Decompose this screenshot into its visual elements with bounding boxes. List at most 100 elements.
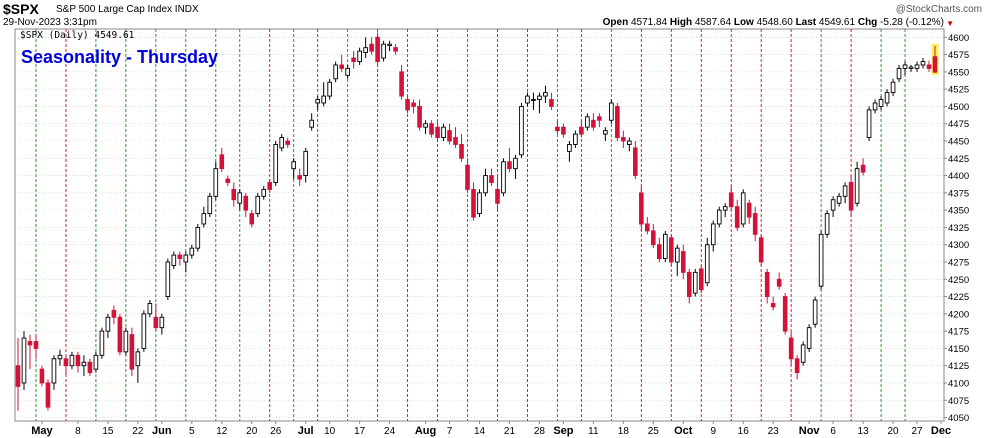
x-tick-label: 24	[384, 426, 396, 437]
candle-up	[201, 213, 207, 225]
candle-up	[105, 316, 111, 332]
x-tick-label: Aug	[415, 425, 436, 437]
x-tick-label: 15	[102, 426, 114, 437]
candle-down	[411, 102, 416, 107]
y-tick-label: 4450	[948, 137, 969, 148]
candle-down	[249, 213, 255, 225]
x-tick-label: 22	[132, 426, 144, 437]
x-tick-label: 9	[710, 426, 716, 437]
y-tick-label: 4575	[948, 50, 969, 61]
candle-down	[339, 64, 344, 69]
candle-down	[633, 147, 638, 177]
candle-up	[477, 192, 482, 215]
candle-up	[69, 354, 75, 367]
candle-up	[315, 99, 320, 104]
y-tick-label: 4125	[948, 361, 969, 372]
candle-down	[686, 271, 692, 298]
x-tick-label: 13	[858, 426, 870, 437]
candle-up	[567, 144, 572, 152]
candle-up	[884, 92, 890, 104]
high-label: High	[669, 17, 693, 28]
candle-down	[728, 192, 734, 208]
candle-up	[603, 130, 608, 135]
candle-up	[806, 327, 812, 349]
candle-up	[585, 116, 590, 128]
candle-up	[381, 43, 386, 59]
candle-up	[21, 337, 27, 384]
x-tick-label: 14	[474, 426, 486, 437]
candle-up	[423, 123, 428, 128]
y-tick-label: 4175	[948, 327, 969, 338]
candle-down	[579, 126, 584, 135]
y-tick-label: 4350	[948, 206, 969, 217]
x-tick-label: Nov	[799, 425, 821, 437]
x-tick-label: Jul	[298, 425, 314, 437]
candle-up	[345, 67, 350, 76]
candle-down	[770, 303, 776, 308]
candle-down	[453, 137, 458, 145]
candle-down	[63, 358, 69, 367]
candle-up	[501, 161, 506, 194]
x-tick-label: 11	[588, 426, 599, 437]
candle-down	[369, 43, 374, 52]
candle-up	[525, 95, 530, 104]
x-tick-label: 20	[246, 426, 258, 437]
candle-up	[812, 299, 818, 325]
candle-down	[507, 161, 512, 170]
candle-up	[273, 144, 279, 183]
candle-down	[117, 316, 123, 353]
y-tick-label: 4050	[948, 413, 969, 424]
candle-up	[171, 254, 177, 266]
candle-up	[573, 133, 578, 145]
open-label: Open	[602, 17, 629, 28]
candle-down	[111, 309, 117, 318]
quote-line: Open 4571.84 High 4587.64 Low 4548.60 La…	[603, 17, 944, 28]
candle-down	[656, 244, 662, 259]
candle-up	[303, 150, 308, 177]
candle-up	[537, 95, 542, 100]
candle-down	[15, 365, 21, 387]
y-tick-label: 4500	[948, 102, 969, 113]
candle-up	[914, 64, 920, 69]
candle-up	[357, 50, 362, 62]
last-label: Last	[795, 17, 817, 28]
y-tick-label: 4375	[948, 188, 969, 199]
candle-up	[327, 81, 332, 97]
y-tick-label: 4475	[948, 119, 969, 130]
candle-down	[615, 105, 620, 138]
candle-up	[716, 209, 722, 225]
candle-up	[147, 303, 153, 315]
candle-up	[165, 261, 171, 298]
x-tick-label: 28	[534, 426, 546, 437]
candle-down	[471, 188, 476, 218]
x-tick-label: 21	[504, 426, 516, 437]
chart-title: Seasonality - Thursday	[21, 47, 218, 67]
brand-watermark: @StockCharts.com	[895, 4, 982, 15]
candle-up	[704, 244, 710, 284]
candle-down	[782, 296, 788, 332]
x-tick-label: 25	[648, 426, 660, 437]
x-tick-label: 7	[447, 426, 453, 437]
candle-down	[417, 105, 422, 128]
candle-down	[932, 56, 938, 73]
x-tick-label: 18	[618, 426, 630, 437]
candle-down	[33, 341, 39, 349]
x-tick-label: Oct	[674, 425, 693, 437]
y-tick-label: 4075	[948, 396, 969, 407]
x-tick-label: 16	[738, 426, 750, 437]
x-tick-label: 8	[75, 426, 81, 437]
candle-up	[800, 344, 806, 363]
y-tick-label: 4150	[948, 344, 969, 355]
candle-down	[621, 137, 626, 142]
candle-up	[99, 330, 105, 356]
chg-value: -5.28 (-0.12%)	[880, 17, 944, 28]
candle-up	[207, 195, 213, 215]
candle-up	[141, 313, 147, 349]
candle-down	[860, 164, 866, 173]
candle-up	[824, 213, 830, 235]
candle-up	[878, 99, 884, 107]
candle-up	[513, 157, 518, 170]
candle-up	[321, 95, 326, 104]
candle-up	[279, 137, 285, 149]
candle-down	[555, 126, 560, 132]
